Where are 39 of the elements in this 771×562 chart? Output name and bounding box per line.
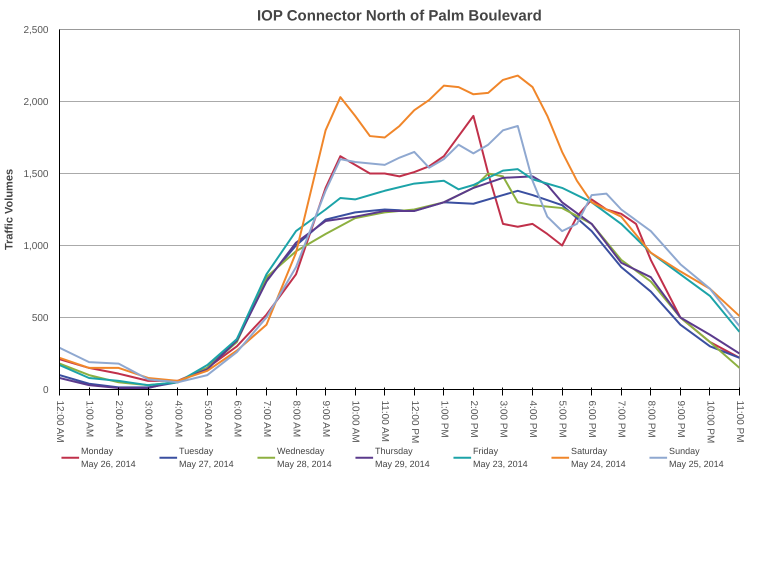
y-tick-label: 1,500: [23, 169, 49, 180]
x-tick-label: 3:00 AM: [142, 400, 154, 438]
x-tick-label: 5:00 AM: [202, 400, 213, 438]
x-tick-label: 12:00 PM: [408, 400, 420, 444]
x-tick-label: 2:00 AM: [113, 400, 124, 438]
x-tick-label: 10:00 PM: [704, 400, 716, 444]
x-tick-label: 11:00 AM: [379, 400, 390, 442]
y-tick-label: 0: [42, 385, 49, 396]
x-tick-label: 9:00 PM: [674, 400, 686, 438]
legend-label: Saturday May 24, 2014: [571, 446, 626, 470]
y-tick-label: 2,500: [23, 25, 49, 36]
x-tick-label: 3:00 PM: [497, 400, 508, 438]
x-tick-label: 2:00 PM: [468, 400, 479, 438]
x-tick-label: 8:00 PM: [645, 400, 656, 438]
y-tick-label: 500: [32, 313, 49, 324]
y-axis-title: Traffic Volumes: [3, 168, 16, 250]
x-tick-label: 6:00 PM: [586, 400, 598, 438]
x-tick-label: 7:00 PM: [616, 400, 627, 438]
x-tick-label: 1:00 PM: [438, 400, 450, 438]
x-tick-label: 4:00 PM: [527, 400, 538, 438]
x-tick-label: 9:00 AM: [320, 400, 332, 438]
x-tick-label: 5:00 PM: [556, 400, 568, 438]
x-tick-label: 4:00 AM: [172, 400, 184, 438]
x-tick-label: 10:00 AM: [350, 400, 361, 443]
legend-label: Thursday May 29, 2014: [375, 446, 430, 470]
legend-label: Wednesday May 28, 2014: [277, 446, 332, 470]
legend-label: Tuesday May 27, 2014: [179, 446, 234, 470]
legend-label: Monday May 26, 2014: [81, 446, 136, 470]
x-tick-label: 7:00 AM: [260, 400, 272, 438]
chart-title: IOP Connector North of Palm Boulevard: [256, 8, 542, 24]
legend-label: Friday May 23, 2014: [473, 446, 528, 470]
legend-label: Sunday May 25, 2014: [669, 446, 724, 470]
x-tick-label: 12:00 AM: [54, 400, 65, 443]
x-tick-label: 8:00 AM: [290, 400, 302, 438]
x-tick-label: 1:00 AM: [84, 400, 95, 438]
y-tick-label: 1,000: [23, 241, 49, 252]
x-tick-label: 6:00 AM: [231, 400, 242, 438]
x-tick-label: 11:00 PM: [734, 400, 745, 443]
y-tick-label: 2,000: [23, 97, 49, 108]
